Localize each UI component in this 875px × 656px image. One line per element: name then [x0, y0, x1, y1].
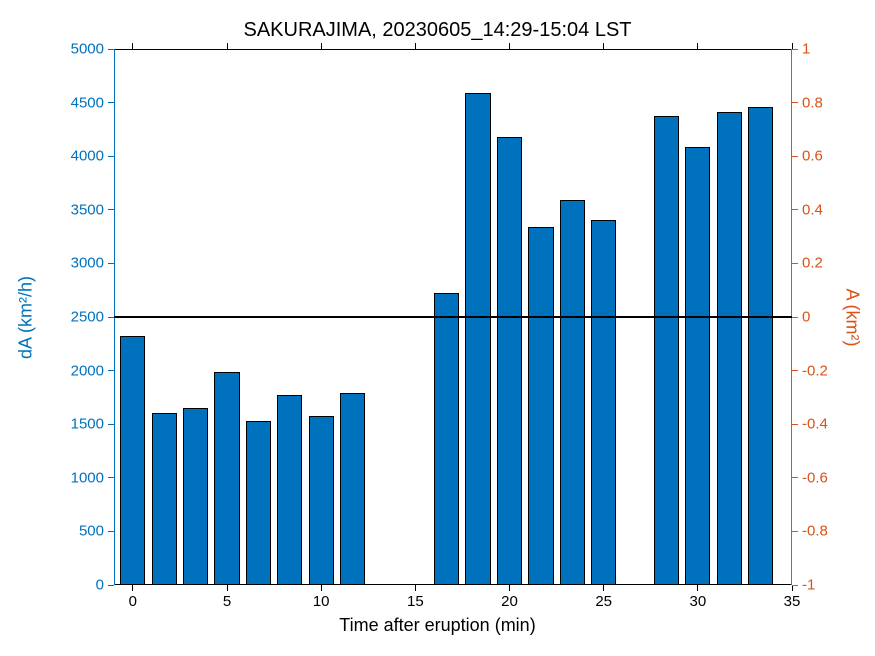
bar	[591, 220, 616, 585]
y-right-tick-label: -0.8	[802, 523, 852, 540]
x-tick-label: 35	[784, 593, 801, 610]
y-right-tick	[792, 531, 798, 532]
y-right-tick-label: 0.2	[802, 255, 852, 272]
bar	[246, 421, 271, 585]
y-right-tick-label: 0.4	[802, 201, 852, 218]
x-tick-label: 20	[501, 593, 518, 610]
x-tick	[509, 585, 510, 591]
x-tick	[132, 585, 133, 591]
x-axis-label: Time after eruption (min)	[0, 615, 875, 636]
x-tick-top	[321, 43, 322, 49]
x-tick	[697, 585, 698, 591]
y-right-tick	[792, 477, 798, 478]
x-tick-top	[509, 43, 510, 49]
x-tick	[603, 585, 604, 591]
bar	[214, 372, 239, 585]
x-tick-top	[603, 43, 604, 49]
x-tick-label: 10	[313, 593, 330, 610]
bar	[685, 147, 710, 585]
y-left-tick-label: 500	[54, 523, 104, 540]
zero-line	[114, 316, 792, 318]
x-tick	[415, 585, 416, 591]
x-tick-label: 0	[129, 593, 137, 610]
bar	[309, 416, 334, 585]
y-right-tick	[792, 156, 798, 157]
x-tick-top	[697, 43, 698, 49]
y-right-tick-label: 0.8	[802, 94, 852, 111]
x-tick-top	[227, 43, 228, 49]
x-tick-label: 5	[223, 593, 231, 610]
y-left-tick-label: 1000	[54, 469, 104, 486]
bar	[434, 293, 459, 585]
bar	[497, 137, 522, 585]
x-tick	[792, 585, 793, 591]
y-right-tick-label: -0.2	[802, 362, 852, 379]
bar	[654, 116, 679, 585]
y-right-tick	[792, 317, 798, 318]
y-left-tick-label: 5000	[54, 41, 104, 58]
y-left-tick-label: 4000	[54, 148, 104, 165]
y-right-tick-label: 1	[802, 41, 852, 58]
y-right-tick-label: -0.6	[802, 469, 852, 486]
y-left-tick-label: 1500	[54, 416, 104, 433]
bar	[340, 393, 365, 585]
bar	[560, 200, 585, 585]
y-right-tick	[792, 263, 798, 264]
bar	[277, 395, 302, 585]
y-left-tick-label: 2000	[54, 362, 104, 379]
y-left-tick-label: 4500	[54, 94, 104, 111]
bar	[717, 112, 742, 585]
y-right-tick	[792, 49, 798, 50]
x-tick	[321, 585, 322, 591]
y-right-tick	[792, 102, 798, 103]
y-left-tick-label: 3500	[54, 201, 104, 218]
y-right-tick	[792, 209, 798, 210]
bar	[465, 93, 490, 585]
y-left-tick-label: 2500	[54, 309, 104, 326]
chart-container: SAKURAJIMA, 20230605_14:29-15:04 LST Tim…	[0, 0, 875, 656]
y-right-tick	[792, 370, 798, 371]
y-right-tick	[792, 585, 798, 586]
y-right-tick-label: 0.6	[802, 148, 852, 165]
y-right-tick-label: 0	[802, 309, 852, 326]
y-left-tick-label: 3000	[54, 255, 104, 272]
chart-title: SAKURAJIMA, 20230605_14:29-15:04 LST	[0, 19, 875, 42]
bar	[152, 413, 177, 585]
x-tick-label: 30	[689, 593, 706, 610]
y-right-tick	[792, 424, 798, 425]
bar	[183, 408, 208, 585]
x-tick-top	[132, 43, 133, 49]
y-left-tick-label: 0	[54, 577, 104, 594]
bar	[528, 227, 553, 585]
bar	[120, 336, 145, 585]
y-right-tick-label: -1	[802, 577, 852, 594]
y-axis-left-label: dA (km²/h)	[16, 218, 37, 418]
x-tick-top	[415, 43, 416, 49]
y-right-tick-label: -0.4	[802, 416, 852, 433]
x-tick	[227, 585, 228, 591]
x-tick-label: 25	[595, 593, 612, 610]
bar	[748, 107, 773, 585]
x-tick-label: 15	[407, 593, 424, 610]
